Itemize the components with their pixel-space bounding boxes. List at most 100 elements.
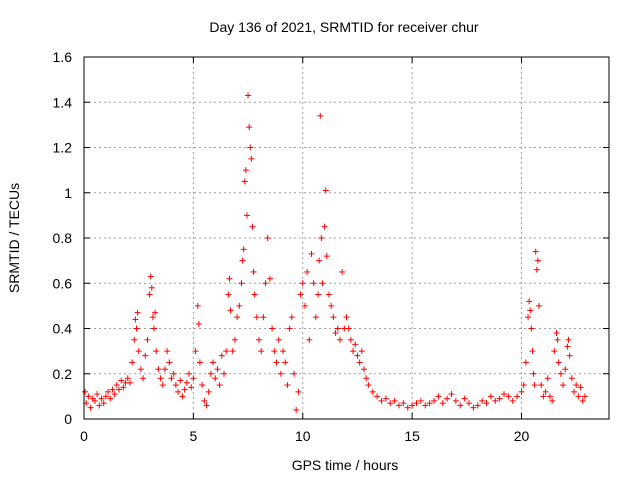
data-point (140, 375, 147, 382)
y-tick-label: 0.4 (53, 321, 73, 337)
data-point (533, 266, 540, 273)
data-point (247, 144, 254, 151)
data-point (152, 309, 159, 316)
data-point (118, 377, 125, 384)
data-point (400, 400, 407, 407)
data-point (316, 257, 323, 264)
data-point (554, 336, 561, 343)
y-tick-label: 0.6 (53, 275, 73, 291)
data-point (553, 330, 560, 337)
data-point (291, 370, 297, 377)
data-point (201, 397, 208, 404)
data-point (236, 302, 243, 309)
data-point (466, 400, 472, 407)
data-point (234, 314, 241, 321)
data-point (551, 348, 558, 355)
data-point (113, 382, 120, 389)
data-point (318, 235, 325, 241)
data-point (540, 393, 547, 400)
data-point (126, 379, 133, 386)
data-point (534, 257, 541, 264)
data-point (282, 359, 289, 366)
data-point (496, 395, 503, 402)
data-point (207, 370, 214, 377)
y-tick-label: 1 (64, 185, 72, 201)
y-tick-label: 1.6 (53, 49, 73, 65)
data-point (161, 366, 168, 373)
data-point (258, 348, 265, 355)
data-point (304, 268, 311, 275)
data-point (577, 384, 584, 391)
data-point (223, 348, 230, 355)
data-point (227, 307, 234, 314)
data-point (374, 393, 381, 400)
data-point (179, 393, 186, 400)
data-point (317, 112, 324, 119)
data-point (299, 280, 306, 287)
data-points (82, 92, 588, 413)
data-point (192, 348, 199, 355)
data-point (181, 386, 188, 393)
data-point (170, 370, 177, 377)
data-point (479, 397, 486, 404)
data-point (144, 336, 151, 343)
data-point (322, 187, 329, 194)
data-point (505, 393, 512, 400)
data-point (190, 375, 197, 382)
data-point (231, 336, 238, 343)
data-point (308, 250, 315, 257)
data-point (280, 348, 287, 355)
data-point (109, 386, 116, 393)
data-point (532, 248, 539, 255)
data-point (124, 375, 131, 382)
data-point (100, 400, 107, 407)
data-point (102, 393, 109, 400)
data-point (293, 406, 300, 413)
data-point (501, 391, 507, 398)
data-point (562, 366, 569, 373)
data-point (413, 400, 420, 407)
data-point (256, 336, 262, 343)
data-point (396, 402, 402, 409)
data-point (212, 375, 219, 382)
x-axis-ticks: 0 5 10 15 20 (80, 57, 529, 444)
data-point (336, 336, 343, 343)
data-point (239, 257, 246, 264)
data-point (356, 359, 363, 366)
data-point (358, 348, 365, 355)
data-point (536, 302, 542, 309)
data-point (350, 348, 357, 355)
data-point (312, 314, 319, 321)
data-point (530, 370, 537, 377)
data-point (492, 397, 499, 404)
y-axis-label: SRMTID / TECUs (6, 183, 22, 293)
data-point (391, 397, 398, 404)
data-point (546, 393, 553, 400)
data-point (249, 223, 256, 230)
data-point (153, 348, 160, 355)
data-point (142, 352, 149, 359)
data-point (526, 298, 533, 305)
data-point (528, 325, 535, 332)
data-point (262, 280, 269, 287)
data-point (439, 400, 446, 407)
data-point (457, 402, 464, 409)
data-point (295, 388, 302, 395)
data-point (529, 348, 536, 355)
data-point (378, 397, 385, 404)
data-point (240, 246, 247, 253)
data-point (330, 314, 337, 321)
data-point (164, 348, 171, 355)
data-point (297, 291, 304, 298)
data-point (245, 92, 252, 99)
data-point (518, 388, 525, 395)
data-point (218, 352, 225, 359)
data-point (520, 382, 527, 389)
data-point (188, 384, 195, 391)
data-point (238, 280, 245, 287)
data-point (538, 382, 545, 389)
data-point (354, 352, 361, 359)
data-point (369, 388, 376, 395)
data-point (135, 348, 142, 355)
data-point (461, 395, 468, 402)
